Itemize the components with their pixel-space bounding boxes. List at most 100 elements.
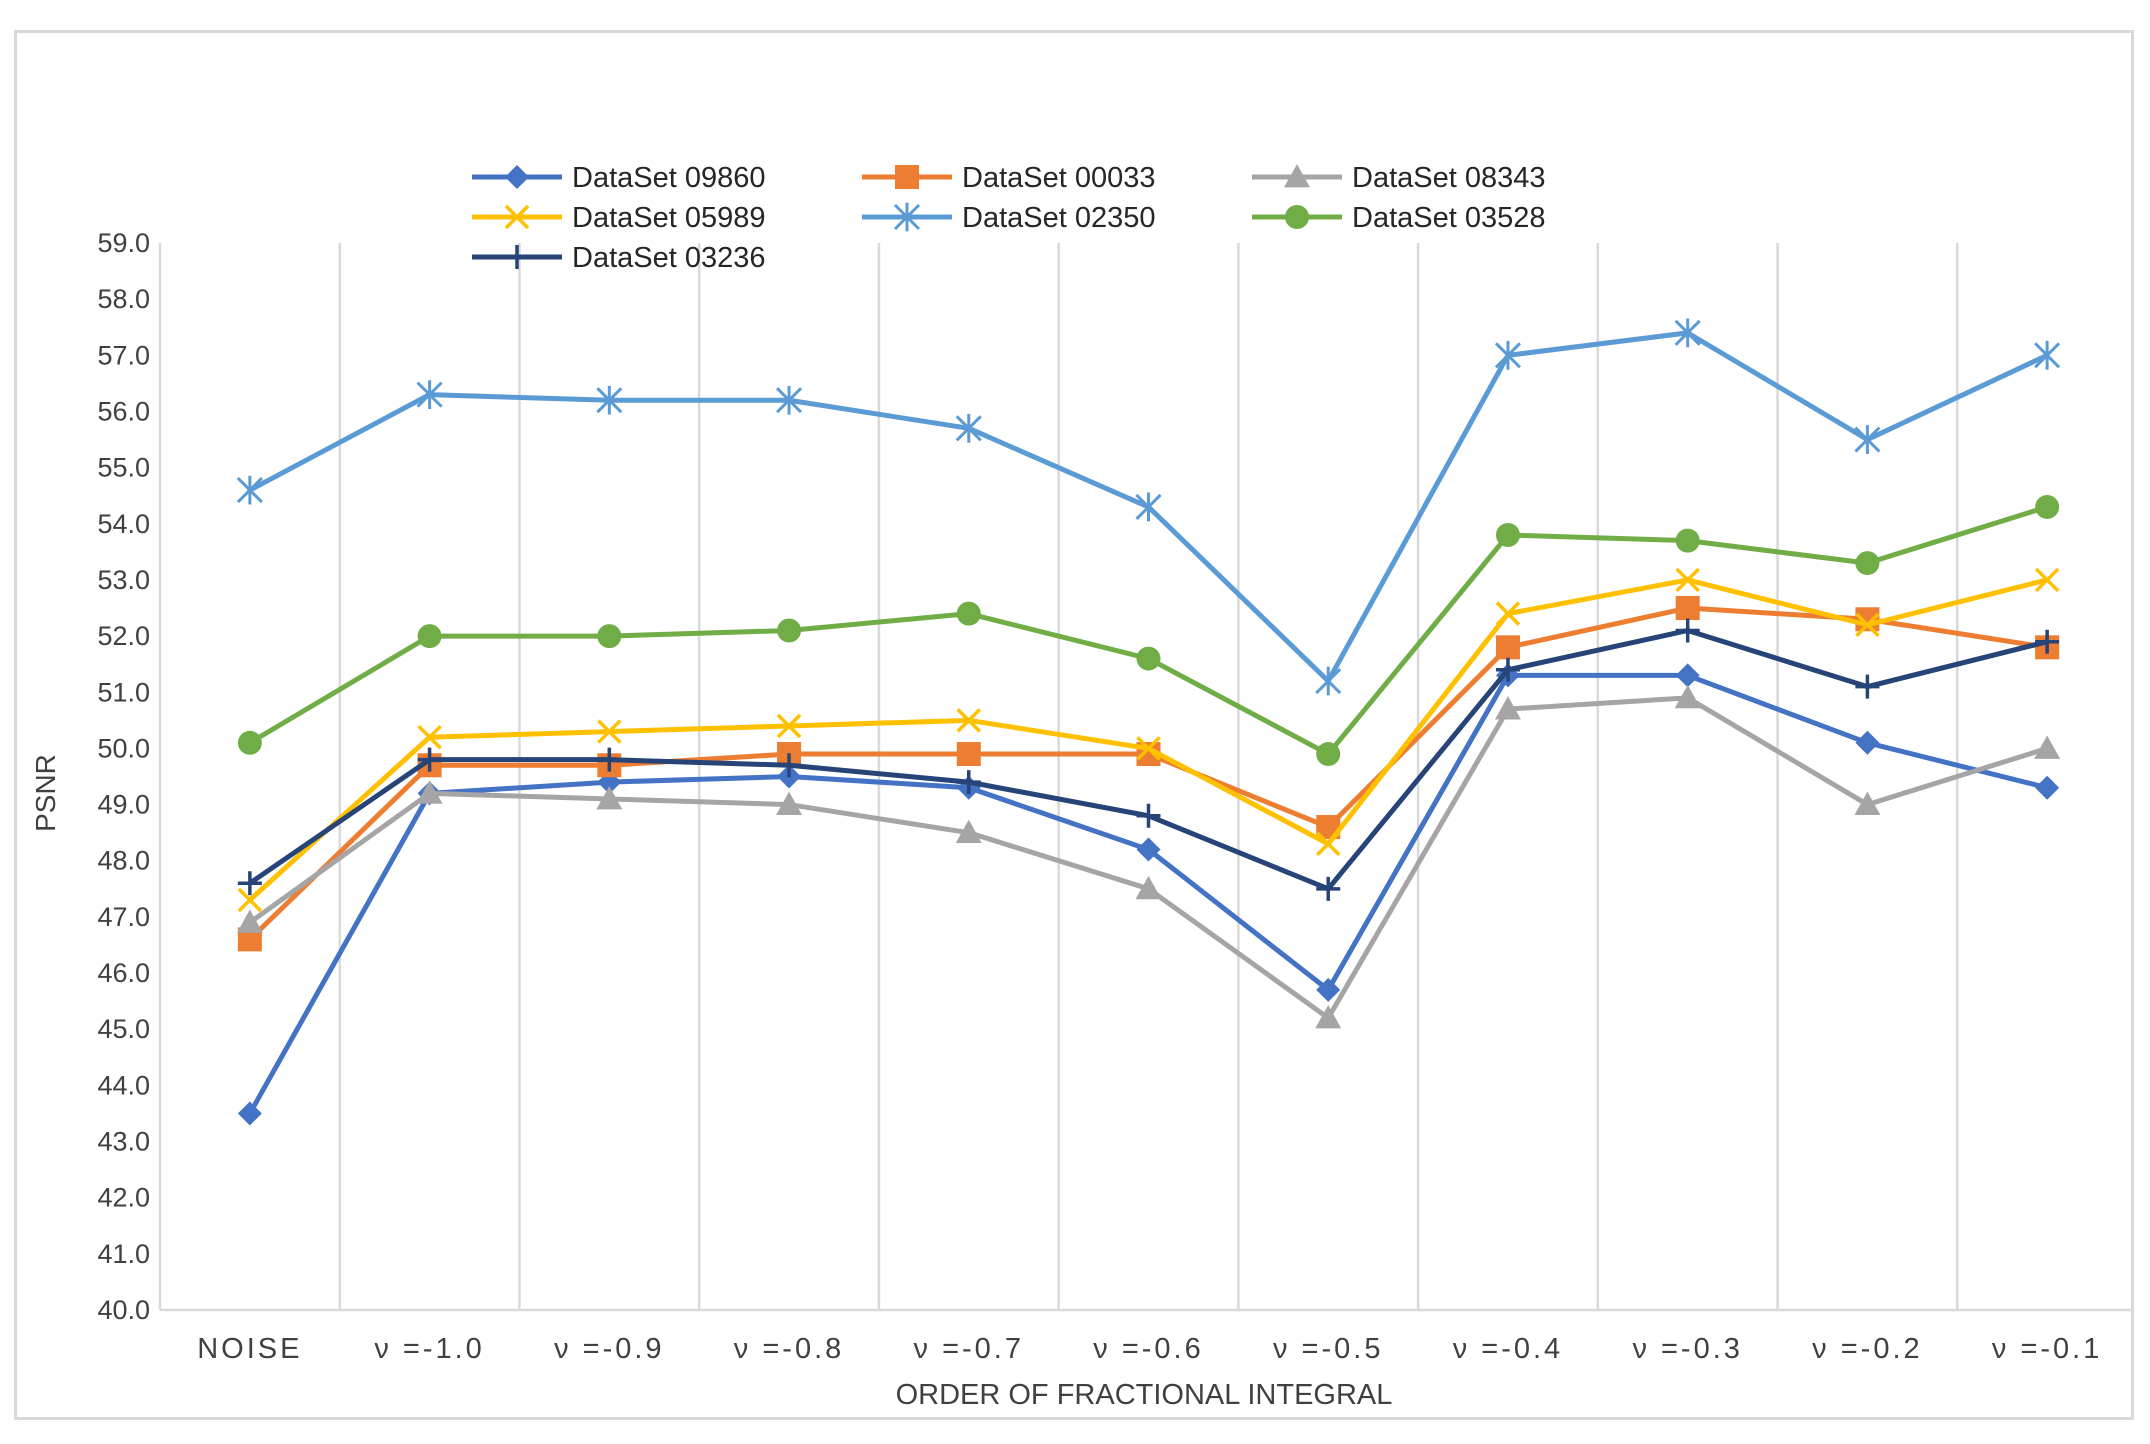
legend-label: DataSet 03528 xyxy=(1352,202,1545,234)
y-tick-label: 49.0 xyxy=(97,790,150,820)
data-point xyxy=(955,819,982,844)
y-tick-label: 51.0 xyxy=(97,677,150,707)
y-tick-label: 47.0 xyxy=(97,902,150,932)
series-dataset-02350 xyxy=(236,318,2061,696)
x-axis-ticks: NOISE ν =-1.0 ν =-0.9 ν =-0.8 ν =-0.7 ν =-0.6… xyxy=(197,1333,2102,1365)
series-dataset-03236 xyxy=(237,618,2060,901)
data-point xyxy=(1854,425,1881,454)
line-chart: 40.0 41.0 42.0 43.0 44.0 45.0 46.0 47.0 48.0 49.0… xyxy=(30,162,2131,1411)
data-point xyxy=(1495,523,1520,548)
data-point xyxy=(596,385,623,415)
data-point xyxy=(1136,736,1161,761)
legend-label: DataSet 09860 xyxy=(572,162,765,194)
x-tick-label: ν =-0.6 xyxy=(1093,1333,1203,1365)
series-dataset-03528 xyxy=(237,494,2060,767)
y-tick-label: 58.0 xyxy=(97,284,150,314)
data-point xyxy=(1136,837,1161,862)
data-point xyxy=(1855,612,1880,638)
legend-label: DataSet 03236 xyxy=(572,242,765,274)
x-tick-label: ν =-0.5 xyxy=(1273,1333,1383,1365)
data-point xyxy=(1675,663,1700,688)
y-tick-label: 57.0 xyxy=(97,340,150,370)
legend-swatch-marker xyxy=(893,202,921,232)
data-point xyxy=(1315,666,1342,696)
y-axis-label: PSNR xyxy=(30,754,61,832)
data-point xyxy=(1855,730,1880,755)
y-tick-label: 46.0 xyxy=(97,958,150,988)
series-lines xyxy=(236,318,2061,1126)
data-point xyxy=(777,753,802,778)
y-tick-label: 50.0 xyxy=(97,733,150,763)
data-point xyxy=(2035,629,2060,654)
data-point xyxy=(2034,567,2060,593)
y-tick-label: 45.0 xyxy=(97,1014,150,1044)
chart-frame: 40.0 41.0 42.0 43.0 44.0 45.0 46.0 47.0 48.0 49.0… xyxy=(14,30,2134,1420)
data-point xyxy=(1495,635,1520,660)
data-point xyxy=(597,719,622,744)
x-axis-label: ORDER OF FRACTIONAL INTEGRAL xyxy=(896,1379,1393,1411)
data-point xyxy=(1135,492,1162,522)
data-point xyxy=(237,730,262,755)
legend-label: DataSet 02350 xyxy=(962,202,1155,234)
legend-item: DataSet 03236 xyxy=(472,242,765,274)
data-point xyxy=(1675,528,1700,553)
data-point xyxy=(1315,1004,1342,1029)
data-point xyxy=(2034,735,2061,759)
data-point xyxy=(2034,340,2061,370)
data-point xyxy=(1674,684,1701,709)
data-point xyxy=(956,742,981,767)
data-point xyxy=(237,871,262,896)
data-point xyxy=(1855,674,1880,699)
legend-label: DataSet 00033 xyxy=(962,162,1155,194)
data-point xyxy=(1495,657,1520,682)
data-point xyxy=(237,887,263,913)
data-point xyxy=(1855,551,1880,576)
y-axis-ticks: 40.0 41.0 42.0 43.0 44.0 45.0 46.0 47.0 48.0 49.0… xyxy=(97,228,150,1325)
data-point xyxy=(597,747,622,772)
data-point xyxy=(417,624,442,649)
legend-item: DataSet 08343 xyxy=(1252,162,1545,194)
data-point xyxy=(956,708,982,733)
legend-swatch-marker xyxy=(505,165,529,189)
data-point xyxy=(417,724,442,750)
y-tick-label: 43.0 xyxy=(97,1127,150,1157)
x-tick-label: ν =-0.4 xyxy=(1453,1333,1563,1365)
series-dataset-05989 xyxy=(237,567,2060,913)
data-point xyxy=(237,1101,262,1126)
data-point xyxy=(1136,803,1161,828)
data-point xyxy=(1675,618,1700,643)
legend-swatch-marker xyxy=(895,165,919,189)
x-tick-label: ν =-0.2 xyxy=(1812,1333,1922,1365)
y-tick-label: 42.0 xyxy=(97,1183,150,1213)
data-point xyxy=(1675,596,1700,621)
y-tick-label: 40.0 xyxy=(97,1295,150,1325)
x-tick-label: ν =-1.0 xyxy=(374,1333,484,1365)
data-point xyxy=(776,713,802,739)
data-point xyxy=(1494,696,1521,720)
y-tick-label: 44.0 xyxy=(97,1070,150,1100)
legend-label: DataSet 08343 xyxy=(1352,162,1545,194)
x-tick-label: ν =-0.1 xyxy=(1992,1333,2102,1365)
data-point xyxy=(417,747,442,772)
data-point xyxy=(1674,318,1701,348)
y-tick-label: 48.0 xyxy=(97,846,150,876)
legend-swatch-marker xyxy=(1285,205,1309,229)
legend-label: DataSet 05989 xyxy=(572,202,765,234)
y-tick-label: 56.0 xyxy=(97,396,150,426)
legend-item: DataSet 02350 xyxy=(862,202,1155,234)
legend-swatch-marker xyxy=(505,245,529,269)
data-point xyxy=(1494,340,1522,370)
legend-swatch-marker xyxy=(1284,164,1310,188)
data-point xyxy=(956,601,981,626)
y-tick-label: 52.0 xyxy=(97,621,150,651)
data-point xyxy=(1316,742,1341,767)
data-point xyxy=(2035,494,2060,519)
y-tick-label: 59.0 xyxy=(97,228,150,258)
legend-item: DataSet 05989 xyxy=(472,202,765,234)
data-point xyxy=(1854,791,1881,815)
legend-item: DataSet 03528 xyxy=(1252,202,1545,234)
data-point xyxy=(777,618,802,643)
data-point xyxy=(1316,977,1341,1002)
data-point xyxy=(416,380,443,410)
x-tick-label: ν =-0.9 xyxy=(554,1333,664,1365)
